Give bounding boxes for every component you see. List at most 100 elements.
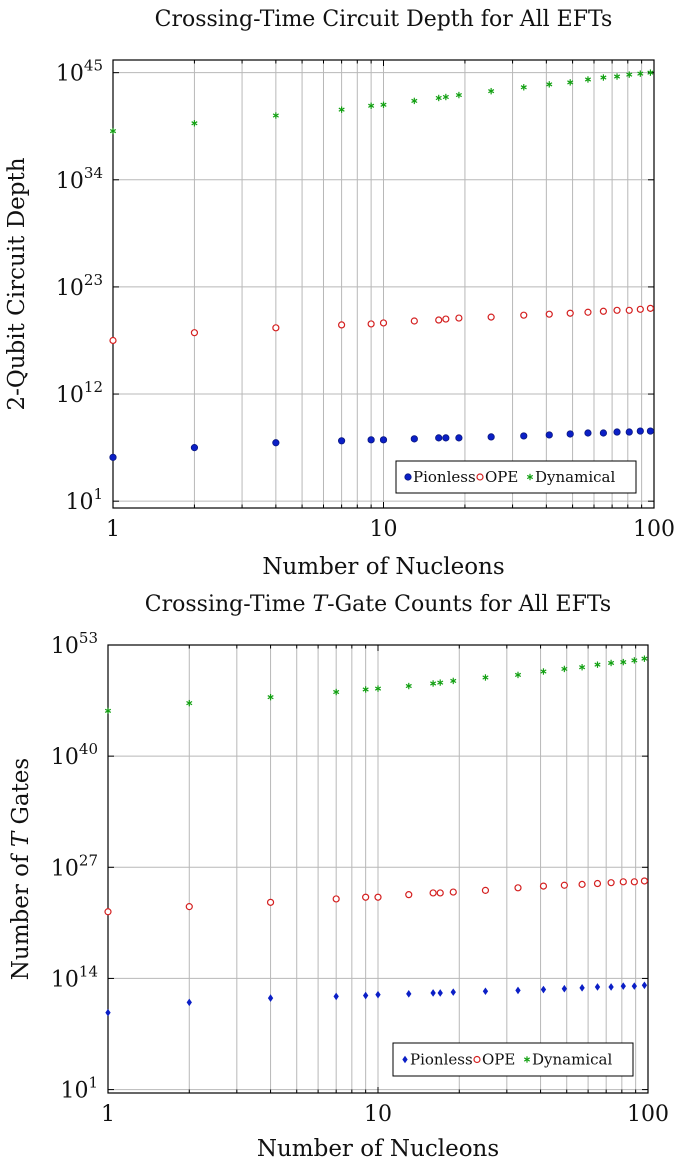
series-ope [104,877,649,916]
data-point [481,886,490,894]
data-point [405,682,412,690]
data-point [567,79,574,86]
data-point [608,659,615,667]
data-point [442,434,450,442]
data-point [646,304,655,312]
x-tick-label: 100 [627,1102,669,1127]
data-point [579,984,585,992]
data-point [647,69,654,76]
data-point [410,317,418,325]
data-point [594,983,601,991]
data-point [379,319,388,327]
x-tick-label: 10 [370,517,398,542]
data-point [436,889,444,897]
legend-marker [404,473,412,481]
data-point [545,310,553,318]
data-point [620,982,626,990]
data-point [337,437,346,445]
x-tick-label: 1 [101,1102,115,1127]
data-point [636,305,644,313]
data-point [641,655,648,662]
data-point [579,664,586,671]
data-point [584,308,592,316]
data-point [437,679,444,686]
data-point [594,661,601,668]
data-point [105,1008,111,1017]
data-point [337,321,346,329]
data-point [442,315,450,323]
data-point [626,71,633,78]
data-point [607,879,615,887]
chart-title: Crossing-Time T-Gate Counts for All EFTs [145,592,611,617]
data-point [613,73,621,80]
data-point [520,311,528,319]
data-point [625,306,633,314]
data-point [411,97,418,105]
data-point [450,677,457,685]
data-point [619,878,627,886]
data-point [190,329,199,337]
data-point [272,112,279,119]
data-point [406,990,412,998]
data-point [104,908,112,916]
data-point [566,430,574,438]
data-point [630,878,638,886]
tick-marks [107,644,648,1093]
data-point [362,991,369,1000]
data-point [332,895,340,903]
data-point [539,882,548,890]
data-point [267,693,274,701]
data-point [191,120,198,127]
legend-marker [526,473,534,481]
data-point [487,433,495,441]
data-point [488,87,495,95]
legend: Pionless OPE Dynamical [395,460,637,494]
data-point [593,879,602,888]
data-point [190,444,199,452]
data-point [367,436,375,444]
data-point [631,982,637,990]
chart-title: Crossing-Time Circuit Depth for All EFTs [155,7,613,32]
grid [108,644,648,1093]
data-point [584,429,592,437]
data-point [455,314,463,322]
data-point [641,981,648,990]
data-point [368,102,375,109]
x-axis-label: Number of Nucleons [257,1136,499,1162]
y-axis-label: 2-Qubit Circuit Depth [4,157,30,410]
data-point [186,699,193,707]
data-point [599,307,607,315]
data-point [637,70,644,77]
data-point [362,893,370,901]
data-point [545,431,553,439]
series-pionless [109,427,655,461]
data-point [514,884,522,892]
data-point [540,668,547,675]
legend-label: Dynamical [532,1051,612,1069]
series-ope [109,304,655,345]
x-axis-label: Number of Nucleons [262,554,504,580]
y-tick-label: 1014 [51,962,98,992]
data-point [599,429,607,437]
data-point [631,657,638,664]
data-point [449,888,457,896]
legend-box [392,1042,634,1077]
data-point [520,84,527,91]
data-point [410,435,418,443]
data-point [487,313,495,321]
data-point [608,983,614,991]
data-point [600,74,607,81]
data-point [515,986,521,995]
data-point [455,91,462,99]
data-point [613,428,621,436]
data-point [442,93,449,101]
data-point [561,984,568,993]
data-point [109,453,117,461]
legend-label: OPE [485,468,518,486]
x-tick-label: 10 [364,1102,392,1127]
legend-label: Pionless [413,468,476,486]
data-point [272,439,280,447]
data-point [482,674,489,681]
data-point [578,880,586,888]
data-point [636,427,644,435]
